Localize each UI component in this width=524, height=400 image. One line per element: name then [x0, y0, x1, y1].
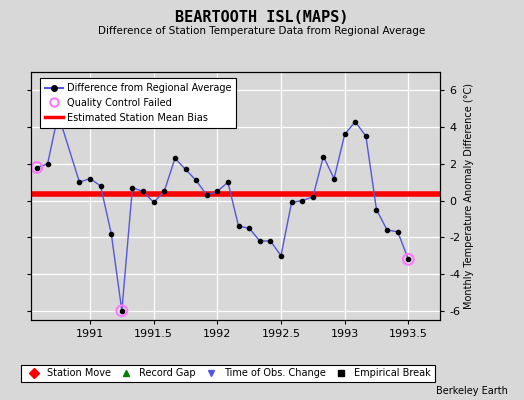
Point — [118, 308, 126, 314]
Legend: Station Move, Record Gap, Time of Obs. Change, Empirical Break: Station Move, Record Gap, Time of Obs. C… — [20, 364, 434, 382]
Text: Berkeley Earth: Berkeley Earth — [436, 386, 508, 396]
Point — [32, 164, 41, 171]
Y-axis label: Monthly Temperature Anomaly Difference (°C): Monthly Temperature Anomaly Difference (… — [464, 83, 474, 309]
Text: BEARTOOTH ISL(MAPS): BEARTOOTH ISL(MAPS) — [176, 10, 348, 25]
Text: Difference of Station Temperature Data from Regional Average: Difference of Station Temperature Data f… — [99, 26, 425, 36]
Point — [404, 256, 412, 262]
